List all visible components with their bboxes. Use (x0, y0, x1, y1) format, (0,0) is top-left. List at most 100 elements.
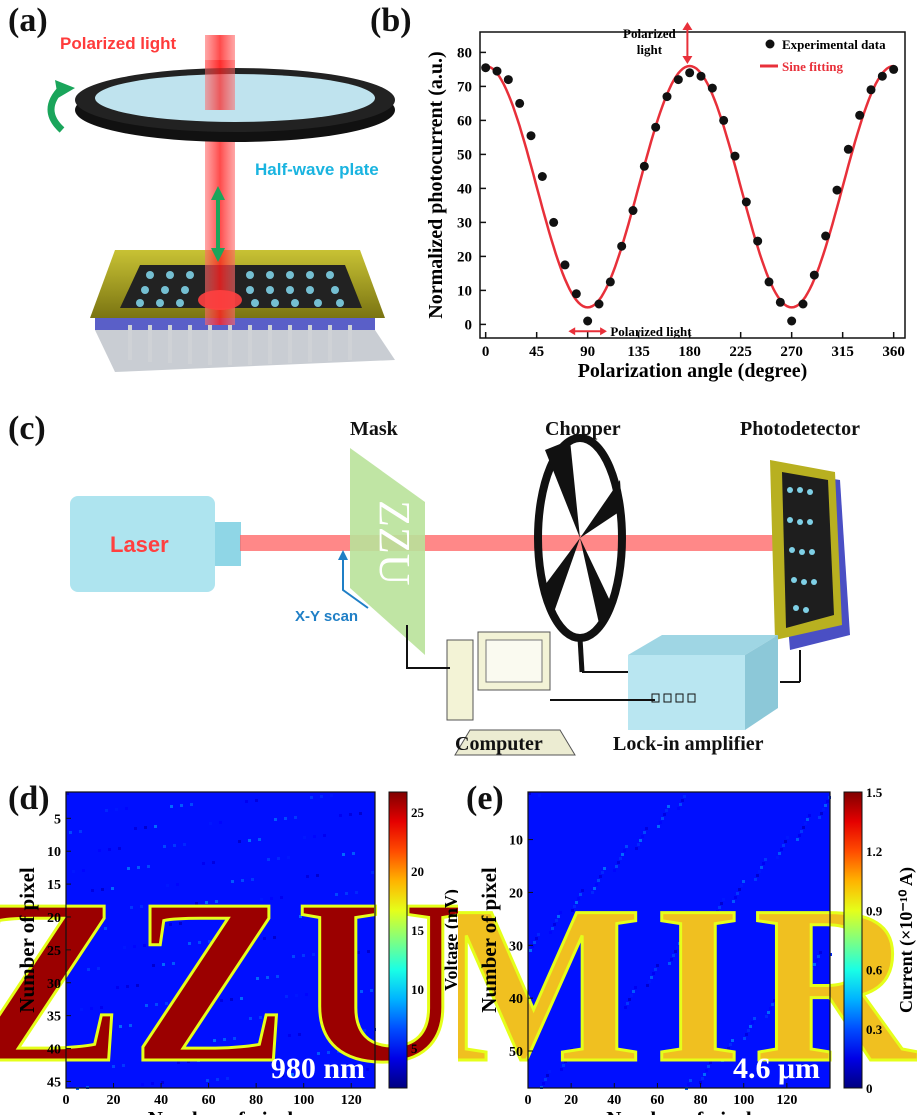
noise-pixel (621, 853, 624, 856)
noise-pixel (83, 1047, 86, 1050)
noise-pixel (73, 1048, 76, 1051)
data-point (787, 316, 797, 326)
data-point (889, 64, 899, 74)
noise-pixel (137, 866, 140, 869)
noise-pixel (815, 959, 818, 962)
noise-pixel (134, 827, 137, 830)
data-point (537, 172, 547, 181)
y-tick-label: 0 (465, 317, 473, 333)
noise-pixel (321, 973, 324, 976)
sine-chart: 0 45 90 135 180 225 270 315 360 0 10 20 30 40 50 60 70 80… (425, 22, 906, 382)
x-tick-label: 90 (580, 344, 595, 360)
noise-pixel (619, 857, 622, 860)
noise-pixel (356, 1069, 359, 1072)
x-tick-label: 0 (482, 344, 490, 360)
y-tick-label: 30 (47, 977, 61, 992)
noise-pixel (639, 839, 642, 842)
noise-pixel (255, 799, 258, 802)
noise-pixel (628, 998, 631, 1001)
noise-pixel (330, 794, 333, 797)
noise-pixel (776, 856, 779, 859)
noise-pixel (116, 986, 119, 989)
noise-pixel (610, 1012, 613, 1015)
noise-pixel (127, 867, 130, 870)
x-tick-label: 40 (154, 1093, 168, 1108)
noise-pixel (632, 990, 635, 993)
noise-pixel (230, 998, 233, 1001)
colorbar (843, 791, 863, 1089)
data-point (560, 260, 570, 270)
noise-pixel (617, 861, 620, 864)
noise-pixel (566, 1056, 569, 1059)
computer-label: Computer (455, 733, 543, 755)
noise-pixel (559, 911, 562, 914)
panel-c-label: (c) (8, 410, 46, 447)
heatmap-letters: MIR (458, 859, 917, 1109)
y-tick-label: 20 (457, 249, 472, 265)
noise-pixel (738, 888, 741, 891)
lockin-amplifier-box (628, 635, 778, 730)
data-point (639, 161, 649, 171)
noise-pixel (778, 852, 781, 855)
noise-pixel (659, 821, 662, 824)
noise-pixel (252, 1056, 255, 1059)
noise-pixel (667, 805, 670, 808)
x-axis-label: Number of pixel (148, 1107, 294, 1115)
noise-pixel (679, 803, 682, 806)
noise-pixel (606, 1020, 609, 1023)
noise-pixel (331, 972, 334, 975)
data-point (877, 71, 887, 81)
noise-pixel (624, 1006, 627, 1009)
y-tick-label: 10 (47, 845, 61, 860)
noise-pixel (683, 795, 686, 798)
noise-pixel (678, 942, 681, 945)
y-tick-label: 10 (457, 283, 472, 299)
y-axis-label: Normalized photocurrent (a.u.) (425, 51, 447, 318)
noise-pixel (90, 1007, 93, 1010)
panel-d-label: (d) (8, 780, 50, 817)
noise-pixel (537, 933, 540, 936)
x-tick-label: 0 (63, 1093, 70, 1108)
noise-pixel (237, 958, 240, 961)
noise-pixel (681, 799, 684, 802)
noise-pixel (305, 993, 308, 996)
noise-pixel (542, 1082, 545, 1085)
noise-pixel (575, 901, 578, 904)
y-tick-label: 70 (457, 79, 472, 95)
noise-pixel (721, 1059, 724, 1062)
noise-pixel (317, 1052, 320, 1055)
noise-pixel (262, 1055, 265, 1058)
noise-pixel (548, 1070, 551, 1073)
noise-pixel (802, 826, 805, 829)
noise-pixel (234, 919, 237, 922)
noise-pixel (165, 1002, 168, 1005)
noise-pixel (126, 985, 129, 988)
x-tick-label: 135 (627, 344, 650, 360)
noise-pixel (260, 898, 263, 901)
noise-pixel (736, 892, 739, 895)
noise-pixel (599, 875, 602, 878)
noise-pixel (668, 962, 671, 965)
data-point (662, 92, 672, 102)
noise-pixel (782, 844, 785, 847)
noise-pixel (274, 818, 277, 821)
noise-pixel (215, 900, 218, 903)
noise-pixel (657, 825, 660, 828)
noise-pixel (105, 809, 108, 812)
x-tick-label: 20 (107, 1093, 121, 1108)
noise-pixel (118, 847, 121, 850)
heatmap-background (66, 792, 375, 1088)
noise-pixel (630, 994, 633, 997)
noise-pixel (648, 980, 651, 983)
noise-pixel (162, 963, 165, 966)
noise-pixel (557, 915, 560, 918)
data-point (492, 66, 502, 76)
x-tick-label: 270 (780, 344, 803, 360)
noise-pixel (623, 849, 626, 852)
noise-pixel (753, 1017, 756, 1020)
noise-pixel (364, 911, 367, 914)
noise-pixel (125, 807, 128, 810)
noise-pixel (822, 808, 825, 811)
data-point (832, 185, 842, 195)
